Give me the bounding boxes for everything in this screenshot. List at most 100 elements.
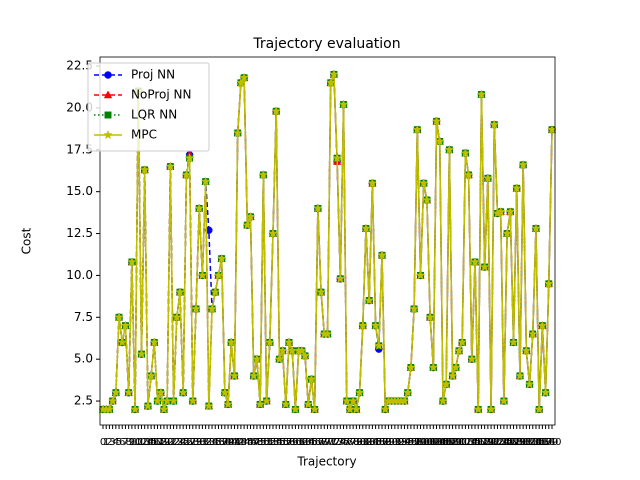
- x-tick-label: 33: [202, 437, 215, 448]
- data-point: [120, 320, 131, 330]
- data-point: [181, 169, 192, 179]
- x-tick-label: 27: [183, 437, 196, 448]
- data-point: [518, 159, 528, 169]
- data-point: [210, 287, 220, 297]
- legend-label: Proj NN: [131, 68, 175, 82]
- x-tick-label: 18: [154, 437, 167, 448]
- x-tick-label: 71: [324, 437, 337, 448]
- data-point: [300, 350, 310, 360]
- x-tick-label: 43: [235, 437, 248, 448]
- data-point: [441, 379, 451, 389]
- y-tick-label: 12.5: [66, 226, 93, 240]
- data-point: [284, 337, 294, 347]
- data-point: [309, 404, 320, 414]
- data-point: [156, 387, 166, 397]
- x-tick-label: 87: [376, 437, 389, 448]
- y-tick-label: 10.0: [66, 268, 93, 282]
- data-point: [367, 178, 378, 188]
- x-tick-label: 130: [510, 437, 529, 448]
- data-point: [431, 116, 442, 126]
- x-tick-label: 80: [353, 437, 366, 448]
- legend-label: MPC: [131, 128, 157, 142]
- data-point: [457, 337, 467, 347]
- data-point: [200, 176, 211, 186]
- data-point: [127, 257, 137, 267]
- x-tick-label: 77: [344, 437, 357, 448]
- data-point: [204, 401, 214, 411]
- data-point: [409, 303, 419, 313]
- y-tick-label: 15.0: [66, 184, 93, 198]
- x-tick-label: 47: [247, 437, 260, 448]
- x-tick-label: 124: [491, 437, 510, 448]
- data-point: [277, 345, 288, 355]
- data-point: [470, 257, 480, 267]
- data-point: [524, 379, 535, 389]
- x-tick-label: 58: [283, 437, 296, 448]
- data-point: [274, 354, 285, 364]
- legend-marker: [103, 130, 113, 140]
- data-point: [508, 337, 519, 347]
- x-tick-label: 90: [385, 437, 398, 448]
- x-tick-label: 31: [196, 437, 209, 448]
- data-point: [194, 203, 204, 213]
- data-point: [354, 387, 365, 397]
- x-tick-label: 70: [321, 437, 334, 448]
- data-point: [473, 404, 483, 414]
- data-point: [281, 399, 291, 409]
- x-tick-label: 75: [337, 437, 350, 448]
- x-tick-label: 110: [446, 437, 465, 448]
- x-tick-label: 50: [257, 437, 270, 448]
- data-point: [444, 144, 455, 154]
- data-point: [229, 370, 240, 380]
- data-point: [191, 303, 201, 313]
- data-point: [425, 312, 435, 322]
- data-point: [422, 195, 432, 205]
- data-point: [483, 173, 493, 183]
- x-tick-label: 133: [520, 437, 539, 448]
- data-point: [239, 72, 249, 82]
- x-tick-label: 107: [437, 437, 456, 448]
- data-point: [505, 206, 516, 216]
- data-point: [313, 203, 323, 213]
- data-point: [249, 370, 259, 380]
- x-tick-label: 13: [138, 437, 151, 448]
- data-point: [435, 136, 445, 146]
- x-tick-label: 40: [225, 437, 238, 448]
- y-tick-label: 7.5: [74, 310, 93, 324]
- data-point: [377, 250, 387, 260]
- y-tick-label: 5.0: [74, 352, 93, 366]
- x-tick-label: 12: [135, 437, 148, 448]
- x-tick-label: 117: [469, 437, 488, 448]
- data-point: [534, 404, 544, 414]
- data-point: [168, 396, 179, 406]
- legend-marker: [104, 71, 112, 79]
- x-tick-label: 123: [488, 437, 507, 448]
- x-tick-label: 125: [494, 437, 513, 448]
- data-point: [130, 404, 140, 414]
- x-tick-label: 29: [190, 437, 203, 448]
- x-tick-label: 95: [401, 437, 414, 448]
- data-point: [117, 337, 127, 347]
- x-tick-label: 103: [424, 437, 443, 448]
- x-tick-label: 128: [504, 437, 523, 448]
- data-point: [268, 228, 278, 238]
- x-tick-label: 108: [440, 437, 459, 448]
- x-tick-label: 139: [539, 437, 558, 448]
- data-point: [515, 370, 525, 380]
- series: [98, 69, 557, 414]
- data-point: [415, 270, 426, 280]
- x-tick-label: 109: [443, 437, 462, 448]
- x-tick-label: 68: [315, 437, 328, 448]
- x-tick-label: 2: [106, 437, 112, 448]
- data-point: [338, 99, 349, 109]
- x-tick-label: 92: [392, 437, 405, 448]
- data-point: [460, 148, 471, 158]
- x-tick-label: 104: [427, 437, 446, 448]
- x-tick-label: 91: [388, 437, 401, 448]
- x-tick-label: 136: [530, 437, 549, 448]
- x-tick-label: 49: [254, 437, 267, 448]
- x-tick-label: 127: [501, 437, 520, 448]
- plot-area: [98, 69, 557, 414]
- data-point: [402, 387, 413, 397]
